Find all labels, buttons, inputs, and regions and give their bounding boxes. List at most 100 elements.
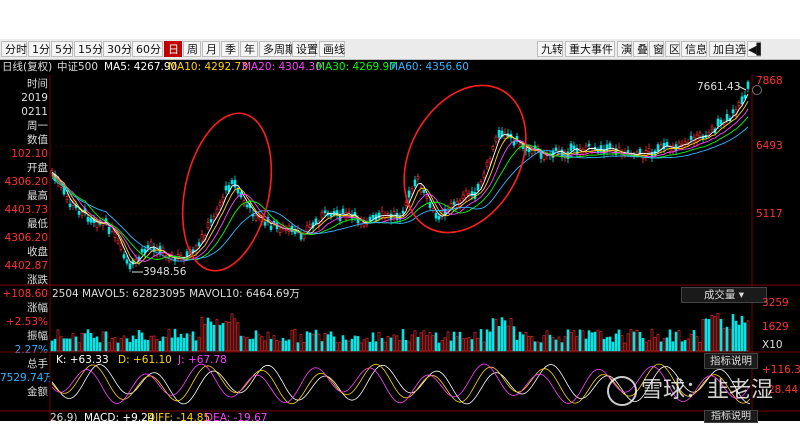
candle-body — [185, 251, 189, 257]
dea-value: DEA: -19.67 — [205, 412, 268, 424]
stock-chart-window: 分时 1分 5分 15分 30分 60分 日 周 月 季 年 多周期 设置 画线… — [0, 39, 800, 424]
volume-bar — [413, 330, 417, 352]
volume-bar — [635, 329, 639, 352]
volume-bar — [578, 329, 582, 352]
volume-bar — [467, 337, 471, 352]
major-events-button[interactable]: 重大事件 — [565, 41, 615, 57]
tab-15min[interactable]: 15分 — [74, 41, 103, 57]
volume-dropdown[interactable]: 成交量 ▾ — [681, 287, 767, 303]
volume-bar — [701, 319, 705, 352]
collapse-panel-icon[interactable]: ◀▌ — [747, 41, 765, 57]
volume-bar — [659, 341, 663, 352]
volume-bar — [71, 333, 75, 352]
volume-bar — [68, 338, 72, 352]
change-pct-label: 涨幅 — [27, 302, 48, 314]
volume-bar — [230, 313, 234, 352]
volume-bar — [140, 332, 144, 352]
candle-body — [221, 196, 225, 203]
candle-body — [725, 113, 729, 121]
ma10-value: MA10: 4292.73 — [168, 61, 248, 73]
candle-body — [224, 185, 228, 191]
candle-body — [323, 210, 327, 214]
macd-help-button[interactable]: 指标说明 — [704, 410, 758, 423]
window-button[interactable]: 窗 — [649, 41, 664, 57]
volume-axis-top: 3259 — [762, 297, 789, 309]
candle-body — [215, 208, 219, 215]
candle-body — [371, 215, 375, 219]
moving-average-lines — [51, 93, 749, 264]
volume-bar — [206, 317, 210, 352]
tab-monthly[interactable]: 月 — [202, 41, 220, 57]
diff-value: DIFF: -14.85 — [147, 412, 211, 424]
candle-body — [431, 208, 435, 212]
candle-body — [743, 94, 747, 99]
volume-bar — [203, 323, 207, 352]
tab-weekly[interactable]: 周 — [183, 41, 201, 57]
kdj-d-value: D: +61.10 — [118, 354, 172, 366]
range-button[interactable]: 区 — [665, 41, 680, 57]
settings-gear-icon[interactable] — [752, 85, 762, 95]
tab-5min[interactable]: 5分 — [51, 41, 73, 57]
candle-body — [95, 220, 99, 228]
volume-bar — [182, 337, 186, 352]
volume-bar — [587, 330, 591, 352]
tab-1min[interactable]: 1分 — [28, 41, 50, 57]
volume-bar — [542, 335, 546, 352]
volume-bar — [644, 341, 648, 352]
tab-daily[interactable]: 日 — [164, 41, 182, 57]
kline-chart-area[interactable] — [0, 39, 800, 421]
add-watchlist-button[interactable]: 加自选 — [709, 41, 746, 57]
volume-bar — [485, 329, 489, 352]
volume-bar — [641, 337, 645, 352]
volume-bar — [617, 329, 621, 352]
tab-30min[interactable]: 30分 — [103, 41, 132, 57]
volume-bar — [626, 333, 630, 352]
axis-price-top: 7868 — [756, 75, 783, 87]
volume-bar — [317, 334, 321, 352]
highlight-circle-1 — [181, 112, 273, 272]
volume-bar — [170, 337, 174, 352]
volume-bar — [77, 342, 81, 352]
volume-bar — [113, 337, 117, 352]
tab-60min[interactable]: 60分 — [132, 41, 163, 57]
volume-bar — [215, 319, 219, 352]
volume-bar — [509, 318, 513, 352]
volume-bar — [167, 328, 171, 352]
volume-bar — [224, 321, 228, 352]
volume-bar — [638, 332, 642, 352]
volume-bar — [569, 331, 573, 352]
volume-bar — [83, 333, 87, 352]
candle-body — [608, 143, 612, 149]
tab-intraday[interactable]: 分时 — [1, 41, 27, 57]
volume-bar — [293, 328, 297, 352]
volume-bar — [80, 333, 84, 352]
volume-bar — [407, 341, 411, 352]
volume-bar — [209, 321, 213, 352]
volume-bar — [581, 330, 585, 352]
volume-bar — [302, 342, 306, 352]
tab-quarterly[interactable]: 季 — [221, 41, 239, 57]
settings-button[interactable]: 设置 — [292, 41, 318, 57]
draw-line-button[interactable]: 画线 — [319, 41, 345, 57]
nine-turn-button[interactable]: 九转 — [537, 41, 563, 57]
candle-body — [698, 132, 702, 137]
candle-body — [638, 148, 642, 154]
candle-body — [407, 190, 411, 198]
overlay-button[interactable]: 叠 — [633, 41, 648, 57]
tab-yearly[interactable]: 年 — [240, 41, 258, 57]
time-date: 0211 — [21, 106, 48, 118]
volume-bar — [326, 334, 330, 352]
candle-body — [149, 241, 153, 248]
kdj-help-button[interactable]: 指标说明 — [704, 353, 758, 369]
info-button[interactable]: 信息 — [681, 41, 707, 57]
demo-button[interactable]: 演 — [617, 41, 632, 57]
candle-body — [740, 96, 744, 105]
candle-body — [140, 248, 144, 253]
volume-bar — [176, 337, 180, 352]
candle-body — [422, 189, 426, 193]
volume-bar — [74, 336, 78, 352]
volume-bar — [341, 335, 345, 352]
volume-bar — [551, 337, 555, 352]
tab-multi-period[interactable]: 多周期 — [259, 41, 296, 57]
candle-body — [344, 212, 348, 220]
